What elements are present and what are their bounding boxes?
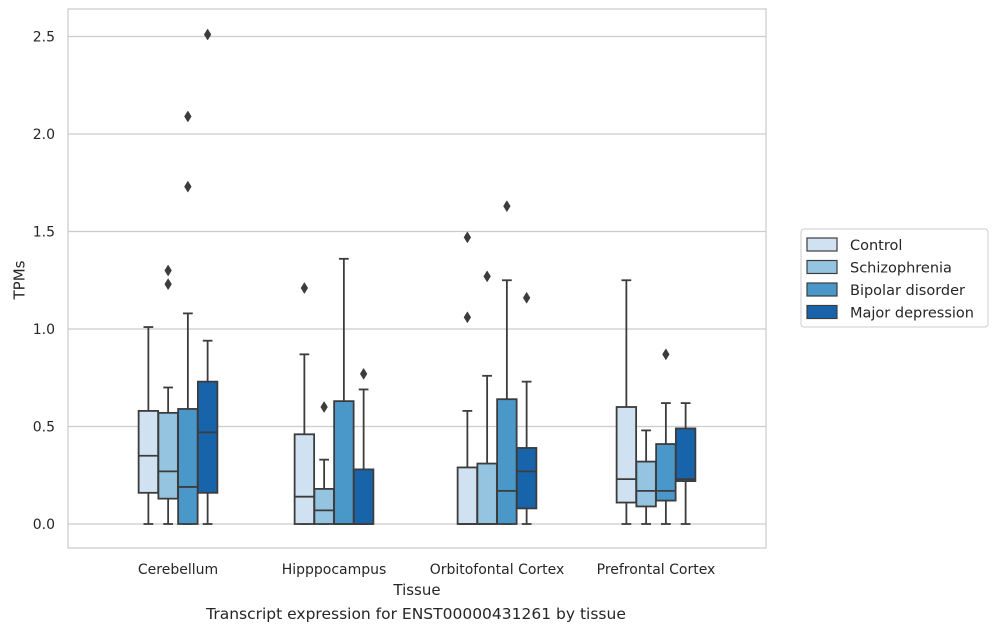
box-2-2: [496, 200, 518, 525]
x-tick-labels: Cerebellum Hipppocampus Orbitofontal Corte…: [138, 562, 715, 578]
x-tick-label: Orbitofontal Cortex: [430, 562, 565, 578]
boxes: [137, 28, 697, 525]
box-body: [456, 466, 479, 525]
x-tick-label: Cerebellum: [138, 562, 218, 578]
box-body: [313, 487, 335, 525]
box-body: [515, 447, 538, 510]
box-2-1: [476, 270, 498, 525]
outlier-point: [164, 278, 172, 291]
box-body: [615, 406, 638, 504]
y-axis-label: TPMs: [11, 260, 29, 300]
box-body: [655, 443, 677, 502]
figure-caption: Transcript expression for ENST0000043126…: [206, 605, 626, 623]
legend: Control Schizophrenia Bipolar disorder Majo…: [800, 228, 989, 328]
y-tick-label: 2.0: [33, 127, 55, 143]
box-0-2: [177, 110, 199, 525]
outlier-point: [503, 200, 511, 213]
outlier-point: [463, 311, 472, 324]
box-3-3: [674, 402, 697, 525]
box-body: [196, 380, 219, 494]
y-tick-label: 1.0: [33, 322, 55, 338]
box-body: [293, 433, 316, 525]
legend-label-3: Major depression: [850, 306, 974, 322]
legend-items: Control Schizophrenia Bipolar disorder Majo…: [806, 237, 974, 322]
outlier-point: [359, 367, 368, 380]
legend-swatch-2: [806, 282, 838, 297]
outlier-point: [662, 348, 670, 361]
box-body: [476, 462, 498, 525]
box-1-2: [333, 257, 355, 525]
box-body: [333, 400, 355, 525]
plot-frame: [67, 8, 767, 549]
outlier-point: [184, 110, 192, 123]
box-body: [137, 409, 160, 494]
y-tick-label: 0.5: [33, 420, 55, 436]
outlier-point: [320, 401, 328, 413]
legend-swatch-3: [806, 304, 838, 320]
box-0-3: [196, 28, 219, 525]
y-tick-label: 1.5: [33, 225, 55, 241]
box-body: [157, 411, 179, 500]
box-body: [635, 460, 657, 508]
box-3-0: [615, 279, 638, 525]
y-tick-label: 0.0: [33, 517, 55, 533]
box-body: [177, 408, 199, 525]
x-tick-label: Hipppocampus: [282, 562, 387, 578]
outlier-point: [164, 264, 172, 277]
legend-swatch-0: [806, 237, 838, 252]
outlier-point: [483, 270, 491, 283]
box-2-0: [456, 231, 479, 525]
outlier-point: [522, 291, 531, 304]
box-0-1: [157, 264, 179, 525]
box-2-3: [515, 291, 538, 525]
outlier-point: [463, 231, 472, 244]
y-tick-labels: 0.0 0.5 1.0 1.5 2.0 2.5: [33, 30, 55, 534]
legend-label-0: Control: [850, 238, 902, 254]
y-tick-label: 2.5: [33, 30, 55, 46]
legend-swatch-1: [806, 259, 838, 275]
box-1-3: [352, 367, 375, 525]
outlier-point: [300, 282, 309, 295]
x-axis-label: Tissue: [392, 581, 440, 599]
legend-frame: [800, 228, 989, 328]
box-3-1: [635, 429, 657, 525]
box-0-0: [137, 326, 160, 525]
x-tick-label: Prefrontal Cortex: [597, 562, 716, 578]
box-body: [352, 468, 375, 525]
box-1-1: [313, 401, 335, 525]
legend-label-1: Schizophrenia: [850, 261, 952, 277]
box-body: [674, 427, 697, 483]
outlier-point: [203, 28, 212, 41]
box-1-0: [293, 282, 316, 525]
legend-label-2: Bipolar disorder: [850, 283, 965, 299]
outlier-point: [184, 180, 192, 193]
box-body: [496, 398, 518, 525]
box-3-2: [655, 348, 677, 525]
